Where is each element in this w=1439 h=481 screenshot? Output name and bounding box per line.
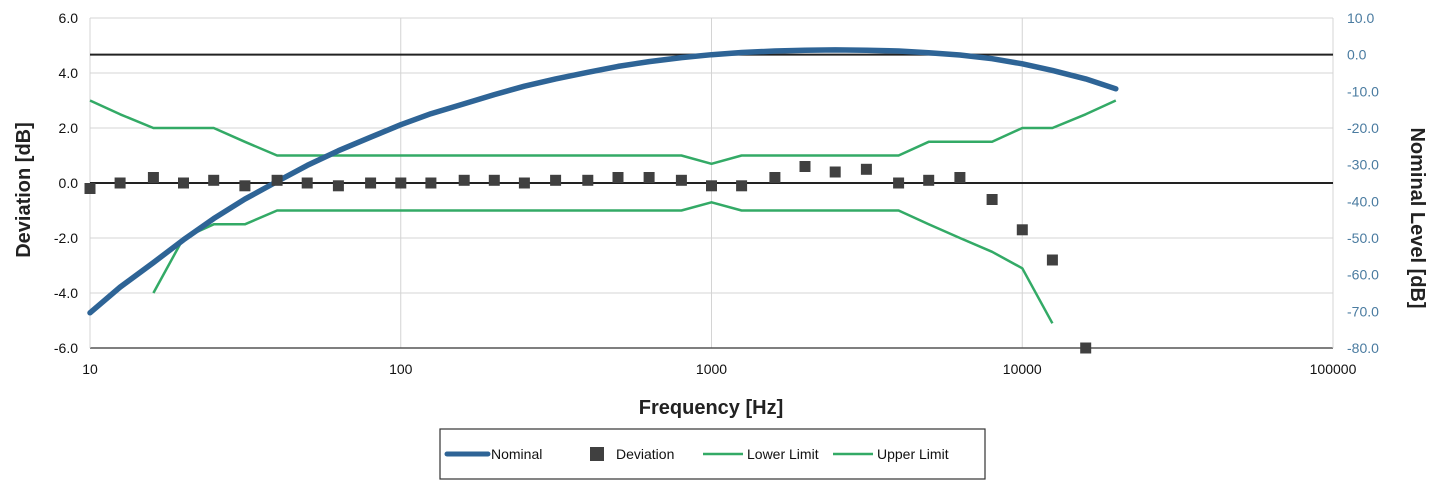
deviation-marker bbox=[332, 180, 344, 192]
nominal-curve bbox=[87, 47, 1119, 316]
upper-limit-line bbox=[89, 99, 1117, 166]
deviation-marker bbox=[643, 172, 655, 183]
legend-label-upper-limit: Upper Limit bbox=[877, 446, 949, 462]
legend-label-nominal: Nominal bbox=[491, 446, 542, 462]
y-tick-label-right: -10.0 bbox=[1347, 83, 1379, 99]
deviation-marker bbox=[208, 174, 220, 186]
deviation-marker bbox=[1016, 224, 1028, 236]
y-tick-label-left: -6.0 bbox=[54, 340, 78, 356]
deviation-marker bbox=[1046, 254, 1058, 266]
deviation-marker bbox=[893, 177, 905, 189]
y-tick-label-left: -2.0 bbox=[54, 230, 78, 246]
y-tick-label-right: -50.0 bbox=[1347, 230, 1379, 246]
y-tick-label-right: -70.0 bbox=[1347, 303, 1379, 319]
deviation-marker bbox=[458, 174, 470, 186]
legend-label-lower-limit: Lower Limit bbox=[747, 446, 819, 462]
deviation-marker bbox=[769, 172, 781, 183]
deviation-marker bbox=[986, 194, 998, 205]
x-tick-label: 100000 bbox=[1310, 361, 1357, 377]
x-tick-label: 10 bbox=[82, 361, 98, 377]
deviation-marker bbox=[114, 177, 126, 189]
deviation-marker bbox=[147, 172, 159, 183]
deviation-marker bbox=[271, 174, 283, 186]
y-tick-label-right: 0.0 bbox=[1347, 47, 1367, 63]
legend: Nominal Deviation Lower Limit Upper Limi… bbox=[439, 428, 986, 480]
y-axis-title-right: Nominal Level [dB] bbox=[1406, 127, 1428, 308]
y-tick-label-right: -20.0 bbox=[1347, 120, 1379, 136]
deviation-marker bbox=[612, 172, 624, 183]
y-tick-label-right: -80.0 bbox=[1347, 340, 1379, 356]
deviation-marker bbox=[799, 161, 811, 172]
deviation-marker bbox=[395, 177, 407, 189]
y-tick-label-left: 0.0 bbox=[59, 175, 79, 191]
limit-lines bbox=[89, 99, 1117, 324]
deviation-marker bbox=[829, 166, 841, 178]
x-tick-label: 100 bbox=[389, 361, 413, 377]
deviation-marker bbox=[706, 180, 717, 192]
y-tick-label-right: 10.0 bbox=[1347, 10, 1374, 26]
y-tick-label-left: 4.0 bbox=[59, 65, 79, 81]
nominal-line bbox=[87, 47, 1119, 316]
deviation-marker bbox=[518, 177, 530, 189]
deviation-marker bbox=[488, 174, 500, 186]
deviation-marker bbox=[1080, 342, 1092, 354]
x-axis-title: Frequency [Hz] bbox=[639, 397, 783, 419]
deviation-marker bbox=[84, 183, 96, 194]
lower-limit-line bbox=[152, 201, 1054, 324]
legend-label-deviation: Deviation bbox=[616, 446, 674, 462]
deviation-marker bbox=[954, 172, 966, 183]
y-axis-title-left: Deviation [dB] bbox=[13, 122, 35, 258]
deviation-marker bbox=[425, 177, 437, 189]
y-tick-label-left: 2.0 bbox=[59, 120, 79, 136]
y-tick-label-left: -4.0 bbox=[54, 285, 78, 301]
y-tick-label-left: 6.0 bbox=[59, 10, 79, 26]
deviation-marker bbox=[860, 163, 872, 175]
tick-labels: 6.0 4.0 2.0 0.0 -2.0 -4.0 -6.0 10.0 0.0 -10.0 -20.… bbox=[54, 10, 1379, 377]
deviation-marker bbox=[365, 177, 377, 189]
y-tick-label-right: -40.0 bbox=[1347, 193, 1379, 209]
deviation-marker bbox=[675, 174, 687, 186]
deviation-marker bbox=[301, 177, 313, 189]
x-tick-label: 1000 bbox=[696, 361, 727, 377]
x-tick-label: 10000 bbox=[1003, 361, 1042, 377]
y-tick-label-right: -60.0 bbox=[1347, 267, 1379, 283]
deviation-marker bbox=[736, 180, 748, 192]
deviation-marker bbox=[178, 177, 189, 189]
deviation-marker bbox=[550, 174, 562, 186]
deviation-markers bbox=[84, 161, 1092, 354]
y-tick-label-right: -30.0 bbox=[1347, 157, 1379, 173]
legend-swatch-deviation bbox=[590, 447, 604, 461]
deviation-marker bbox=[239, 180, 251, 192]
deviation-marker bbox=[582, 174, 594, 186]
deviation-marker bbox=[923, 174, 935, 186]
